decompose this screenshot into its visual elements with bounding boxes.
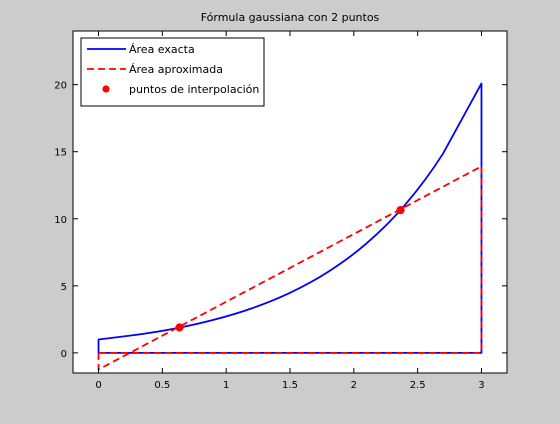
x-tick-label: 1.5 (282, 380, 298, 391)
y-tick-label: 20 (54, 81, 67, 92)
y-tick-label: 0 (61, 349, 67, 360)
x-tick-label: 0 (95, 380, 101, 391)
interpolation-point-1 (175, 323, 184, 332)
legend-label-2: Área aproximada (129, 63, 223, 76)
x-tick-label: 0.5 (154, 380, 170, 391)
y-tick-label: 5 (61, 282, 67, 293)
y-tick-label: 10 (54, 215, 67, 226)
x-tick-label: 2 (351, 380, 357, 391)
legend-label-3: puntos de interpolación (129, 83, 259, 96)
y-tick-label: 15 (54, 148, 67, 159)
legend-label-1: Área exacta (129, 43, 195, 56)
chart-title: Fórmula gaussiana con 2 puntos (201, 11, 380, 24)
legend: Área exacta Área aproximada puntos de inte… (80, 37, 265, 107)
x-tick-label: 1 (223, 380, 229, 391)
ticks-group: 0 0.5 1 1.5 2 2.5 3 0 5 10 15 20 (54, 31, 507, 391)
series-group (97, 82, 483, 371)
legend-marker-3 (102, 85, 110, 93)
interpolation-point-2 (396, 205, 405, 215)
series-line-2 (97, 165, 483, 371)
x-tick-label: 2.5 (410, 380, 426, 391)
x-tick-label: 3 (478, 380, 484, 391)
